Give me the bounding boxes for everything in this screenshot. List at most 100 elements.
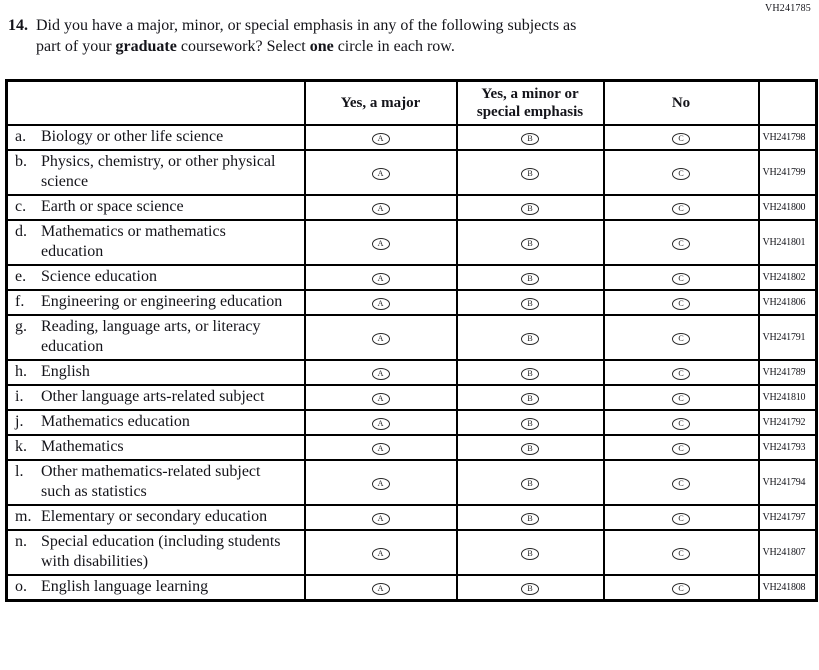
question-text-line1: Did you have a major, minor, or special …: [36, 17, 577, 34]
column-header-no: No: [602, 79, 760, 126]
option-cell-yes-minor: B: [455, 288, 605, 316]
option-c-bubble[interactable]: C: [672, 133, 690, 145]
option-a-bubble[interactable]: A: [371, 393, 390, 405]
option-b-bubble[interactable]: B: [521, 478, 539, 490]
option-c-bubble[interactable]: C: [672, 513, 690, 525]
row-label: Earth or space science: [41, 197, 184, 215]
row-label: Reading, language arts, or literacy educ…: [41, 317, 261, 355]
option-c-bubble[interactable]: C: [672, 298, 690, 310]
subject-cell: j. Mathematics education: [5, 408, 306, 436]
option-c-bubble[interactable]: C: [672, 418, 690, 430]
option-b-bubble[interactable]: B: [521, 298, 539, 310]
option-c-bubble[interactable]: C: [672, 368, 690, 380]
row-code: VH241789: [757, 358, 818, 386]
option-a-bubble[interactable]: A: [371, 203, 390, 215]
option-cell-yes-major: A: [303, 458, 458, 506]
row-letter: e.: [15, 267, 27, 285]
subject-cell: f. Engineering or engineering education: [5, 288, 306, 316]
table-row: i. Other language arts-related subject A…: [5, 383, 818, 411]
option-c-bubble[interactable]: C: [672, 583, 690, 595]
option-a-bubble[interactable]: A: [371, 273, 390, 285]
option-cell-yes-minor: B: [455, 313, 605, 361]
option-a-bubble[interactable]: A: [371, 298, 390, 310]
option-b-bubble[interactable]: B: [521, 203, 539, 215]
subject-cell: o. English language learning: [5, 573, 306, 601]
option-cell-no: C: [602, 408, 760, 436]
option-cell-no: C: [602, 383, 760, 411]
option-c-bubble[interactable]: C: [672, 333, 690, 345]
option-a-bubble[interactable]: A: [371, 333, 390, 345]
option-b-bubble[interactable]: B: [521, 133, 539, 145]
option-cell-yes-major: A: [303, 503, 458, 531]
option-a-bubble[interactable]: A: [371, 478, 390, 490]
subject-cell: m. Elementary or secondary education: [5, 503, 306, 531]
row-letter: h.: [15, 362, 27, 380]
option-a-bubble[interactable]: A: [371, 168, 390, 180]
option-cell-yes-minor: B: [455, 193, 605, 221]
option-a-bubble[interactable]: A: [371, 368, 390, 380]
option-b-bubble[interactable]: B: [521, 393, 539, 405]
option-cell-no: C: [602, 358, 760, 386]
option-b-bubble[interactable]: B: [521, 513, 539, 525]
option-cell-yes-minor: B: [455, 148, 605, 196]
table-row: k. Mathematics A B C VH241793: [5, 433, 818, 461]
row-label: Other language arts-related subject: [41, 387, 265, 405]
option-b-bubble[interactable]: B: [521, 443, 539, 455]
option-b-bubble[interactable]: B: [521, 238, 539, 250]
option-a-bubble[interactable]: A: [371, 443, 390, 455]
subject-cell: i. Other language arts-related subject: [5, 383, 306, 411]
option-cell-yes-major: A: [303, 288, 458, 316]
option-c-bubble[interactable]: C: [672, 203, 690, 215]
option-c-bubble[interactable]: C: [672, 168, 690, 180]
option-b-bubble[interactable]: B: [521, 333, 539, 345]
table-row: o. English language learning A B C VH241…: [5, 573, 818, 601]
row-code: VH241799: [757, 148, 818, 196]
question-number: 14.: [8, 17, 28, 34]
row-code: VH241801: [757, 218, 818, 266]
subject-cell: a. Biology or other life science: [5, 123, 306, 151]
option-a-bubble[interactable]: A: [371, 513, 390, 525]
option-c-bubble[interactable]: C: [672, 443, 690, 455]
option-b-bubble[interactable]: B: [521, 548, 539, 560]
row-letter: m.: [15, 507, 32, 525]
option-cell-yes-minor: B: [455, 433, 605, 461]
option-cell-no: C: [602, 218, 760, 266]
option-c-bubble[interactable]: C: [672, 238, 690, 250]
option-a-bubble[interactable]: A: [371, 548, 390, 560]
option-c-bubble[interactable]: C: [672, 548, 690, 560]
subject-cell: e. Science education: [5, 263, 306, 291]
option-b-bubble[interactable]: B: [521, 368, 539, 380]
option-a-bubble[interactable]: A: [371, 418, 390, 430]
table-row: n. Special education (including students…: [5, 528, 818, 576]
subject-response-table: Yes, a major Yes, a minor or special emp…: [5, 79, 818, 602]
subject-cell: n. Special education (including students…: [5, 528, 306, 576]
option-cell-no: C: [602, 288, 760, 316]
option-b-bubble[interactable]: B: [521, 418, 539, 430]
option-a-bubble[interactable]: A: [371, 583, 390, 595]
table-row: a. Biology or other life science A B C V…: [5, 123, 818, 151]
row-label: Biology or other life science: [41, 127, 224, 145]
question-text-line2b: coursework? Select: [176, 38, 310, 55]
option-b-bubble[interactable]: B: [521, 168, 539, 180]
option-cell-yes-minor: B: [455, 123, 605, 151]
subject-cell: g. Reading, language arts, or literacy e…: [5, 313, 306, 361]
option-c-bubble[interactable]: C: [672, 478, 690, 490]
option-a-bubble[interactable]: A: [371, 238, 390, 250]
subject-cell: l. Other mathematics-related subject suc…: [5, 458, 306, 506]
option-c-bubble[interactable]: C: [672, 273, 690, 285]
row-letter: b.: [15, 152, 27, 170]
option-c-bubble[interactable]: C: [672, 393, 690, 405]
option-cell-yes-major: A: [303, 408, 458, 436]
option-b-bubble[interactable]: B: [521, 583, 539, 595]
row-letter: g.: [15, 317, 27, 335]
header-subject-blank: [5, 79, 306, 126]
row-code: VH241793: [757, 433, 818, 461]
option-b-bubble[interactable]: B: [521, 273, 539, 285]
row-code: VH241797: [757, 503, 818, 531]
option-a-bubble[interactable]: A: [371, 133, 390, 145]
option-cell-no: C: [602, 433, 760, 461]
row-letter: n.: [15, 532, 27, 550]
subject-cell: k. Mathematics: [5, 433, 306, 461]
row-label: Mathematics: [41, 437, 124, 455]
row-code: VH241798: [757, 123, 818, 151]
